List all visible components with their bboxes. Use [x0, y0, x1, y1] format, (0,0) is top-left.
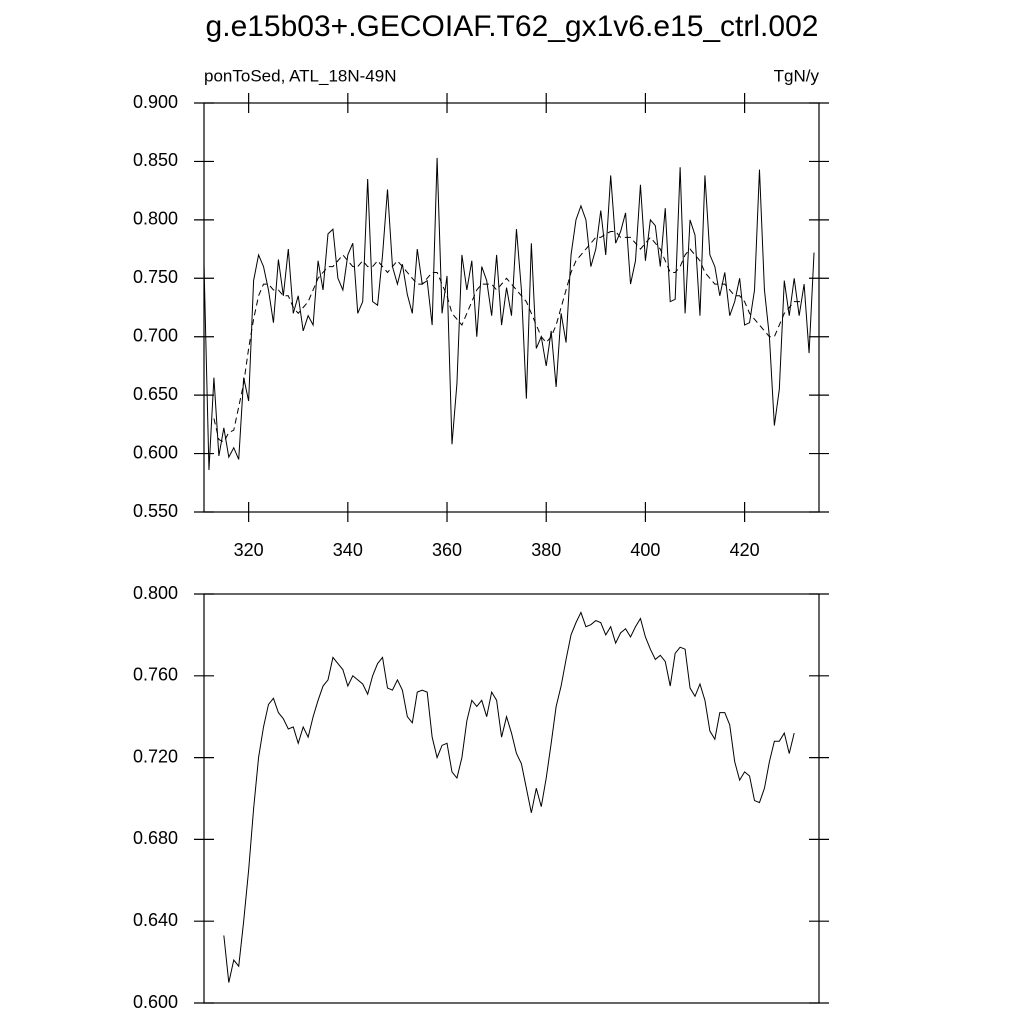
y-tick-label: 0.600: [133, 442, 178, 462]
y-tick-label: 0.700: [133, 325, 178, 345]
y-tick-label: 0.750: [133, 267, 178, 287]
y-tick-label: 0.850: [133, 150, 178, 170]
y-tick-label: 0.800: [133, 583, 178, 603]
plot-frame: [203, 102, 820, 513]
x-tick-label: 380: [531, 540, 561, 560]
y-tick-label: 0.800: [133, 209, 178, 229]
subtitle: ponToSed, ATL_18N-49N: [204, 66, 396, 85]
plot-frame: [203, 593, 820, 1004]
chart-title: g.e15b03+.GECOIAF.T62_gx1v6.e15_ctrl.002: [206, 10, 819, 43]
units: TgN/y: [774, 66, 820, 85]
y-tick-label: 0.900: [133, 92, 178, 112]
y-tick-label: 0.640: [133, 910, 178, 930]
y-tick-label: 0.600: [133, 992, 178, 1012]
y-tick-label: 0.650: [133, 384, 178, 404]
line-series: [213, 231, 805, 443]
line-series: [223, 611, 795, 983]
x-tick-label: 420: [730, 540, 760, 560]
line-series: [203, 157, 815, 470]
y-tick-label: 0.760: [133, 665, 178, 685]
x-tick-label: 320: [234, 540, 264, 560]
x-tick-label: 400: [630, 540, 660, 560]
x-tick-label: 340: [333, 540, 363, 560]
x-tick-label: 360: [432, 540, 462, 560]
y-tick-label: 0.720: [133, 746, 178, 766]
y-tick-label: 0.680: [133, 828, 178, 848]
y-tick-label: 0.550: [133, 501, 178, 521]
